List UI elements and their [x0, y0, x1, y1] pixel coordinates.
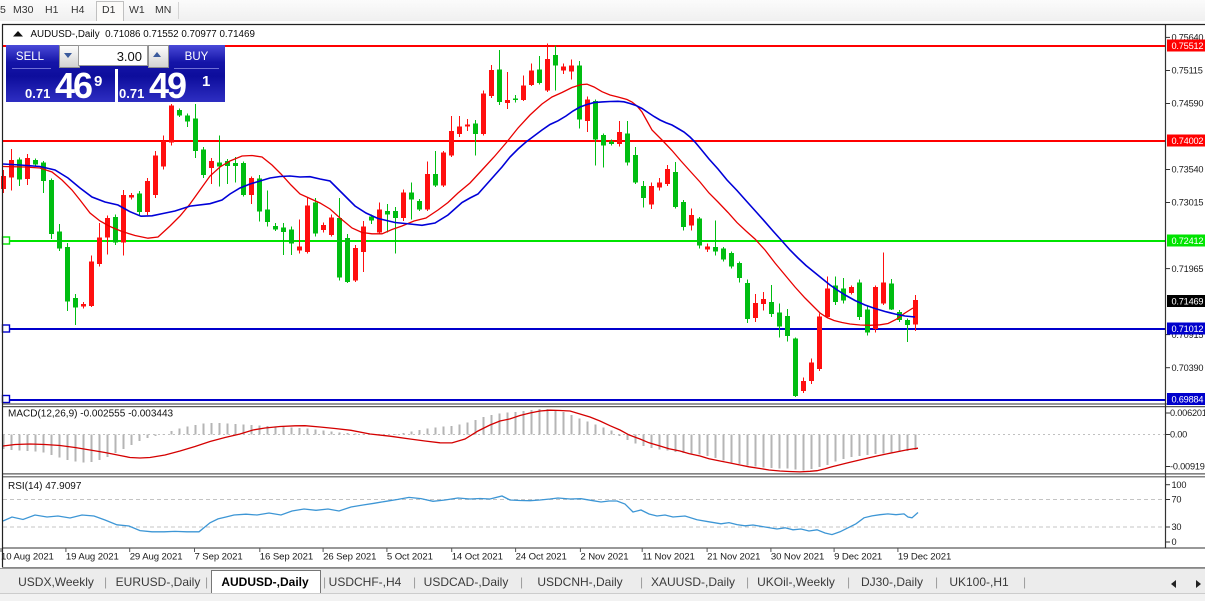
svg-text:0.69884: 0.69884: [1172, 394, 1204, 404]
svg-text:-0.00919: -0.00919: [1170, 462, 1205, 472]
svg-text:0.75640: 0.75640: [1172, 33, 1204, 43]
svg-text:AUDUSD-,Daily 0.71086 0.71552: AUDUSD-,Daily 0.71086 0.71552 0.70977 0.…: [31, 29, 255, 40]
svg-text:5 Oct 2021: 5 Oct 2021: [387, 552, 433, 563]
svg-text:0: 0: [1172, 537, 1177, 547]
svg-text:19 Aug 2021: 19 Aug 2021: [66, 552, 119, 563]
svg-text:0.70390: 0.70390: [1172, 363, 1204, 373]
svg-text:0.74590: 0.74590: [1172, 99, 1204, 109]
svg-text:0.75512: 0.75512: [1172, 41, 1204, 51]
svg-text:100: 100: [1172, 480, 1187, 490]
svg-text:2 Nov 2021: 2 Nov 2021: [580, 552, 628, 563]
svg-text:0.75115: 0.75115: [1172, 66, 1203, 76]
svg-text:0.006201: 0.006201: [1170, 408, 1205, 418]
svg-text:14 Oct 2021: 14 Oct 2021: [452, 552, 503, 563]
svg-text:0.71965: 0.71965: [1172, 264, 1204, 274]
svg-text:30 Nov 2021: 30 Nov 2021: [771, 552, 824, 563]
svg-text:0.71469: 0.71469: [1172, 296, 1204, 306]
svg-text:30: 30: [1172, 522, 1182, 532]
svg-text:29 Aug 2021: 29 Aug 2021: [130, 552, 183, 563]
svg-text:21 Nov 2021: 21 Nov 2021: [707, 552, 760, 563]
svg-text:19 Dec 2021: 19 Dec 2021: [898, 552, 951, 563]
svg-text:70: 70: [1172, 495, 1182, 505]
svg-text:9 Dec 2021: 9 Dec 2021: [834, 552, 882, 563]
svg-text:24 Oct 2021: 24 Oct 2021: [516, 552, 567, 563]
svg-text:0.73540: 0.73540: [1172, 165, 1204, 175]
svg-text:RSI(14) 47.9097: RSI(14) 47.9097: [8, 481, 82, 492]
svg-text:MACD(12,26,9) -0.002555 -0.003: MACD(12,26,9) -0.002555 -0.003443: [8, 409, 174, 420]
svg-text:7 Sep 2021: 7 Sep 2021: [195, 552, 243, 563]
svg-text:16 Sep 2021: 16 Sep 2021: [260, 552, 313, 563]
svg-text:0.70915: 0.70915: [1172, 330, 1204, 340]
svg-text:0.71012: 0.71012: [1172, 324, 1204, 334]
svg-text:26 Sep 2021: 26 Sep 2021: [323, 552, 376, 563]
svg-text:0.00: 0.00: [1170, 430, 1187, 440]
svg-text:11 Nov 2021: 11 Nov 2021: [642, 552, 695, 563]
svg-text:0.73015: 0.73015: [1172, 198, 1204, 208]
svg-text:0.72412: 0.72412: [1172, 236, 1204, 246]
svg-text:10 Aug 2021: 10 Aug 2021: [1, 552, 54, 563]
svg-text:0.74002: 0.74002: [1172, 136, 1204, 146]
